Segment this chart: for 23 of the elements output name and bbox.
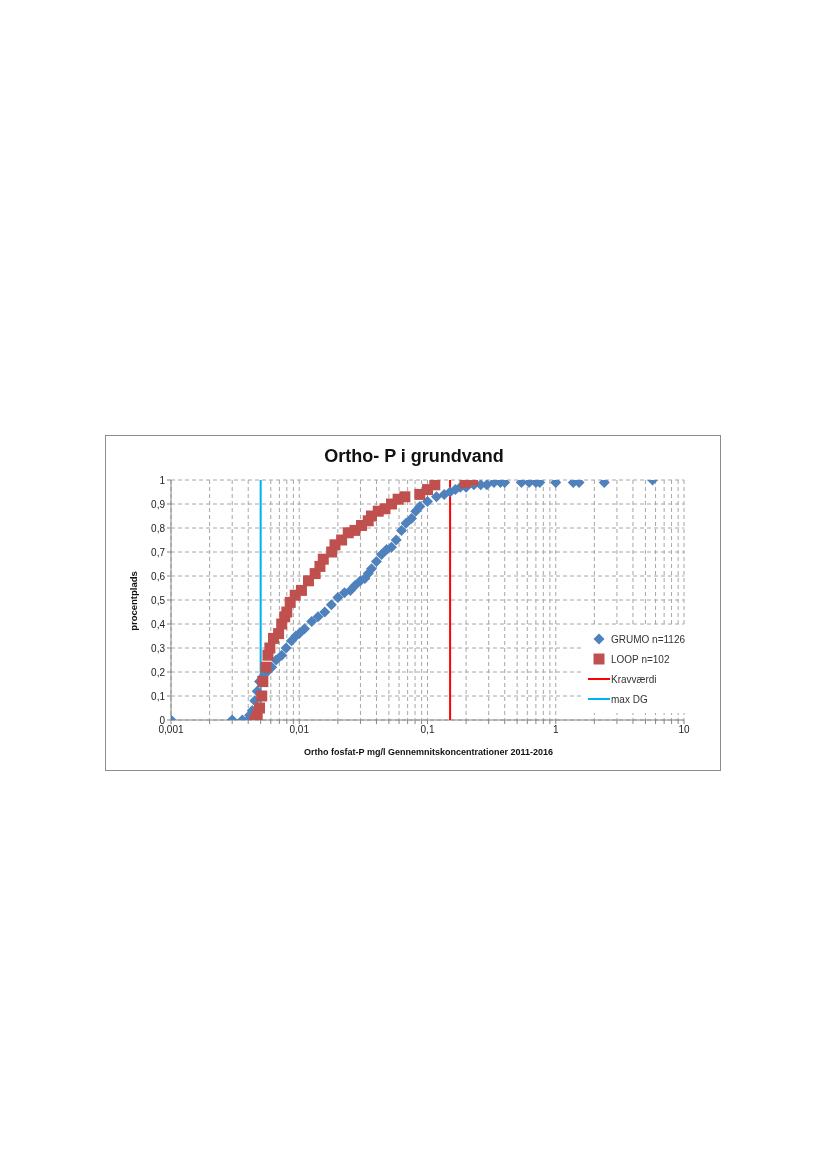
y-tick-label: 0,5 <box>151 594 166 606</box>
x-tick-label: 1 <box>552 724 559 736</box>
y-tick-label: 0,1 <box>151 690 166 702</box>
chart-title: Ortho- P i grundvand <box>323 445 505 468</box>
x-tick-label: 0,1 <box>420 724 435 736</box>
y-tick-label: 0,8 <box>151 522 166 534</box>
legend-label: GRUMO n=1126 <box>611 633 686 645</box>
x-tick-label: 0,001 <box>158 724 184 736</box>
legend-label: Kravværdi <box>611 673 657 685</box>
legend-label: LOOP n=102 <box>611 653 670 665</box>
y-tick-label: 0,3 <box>151 642 166 654</box>
x-axis-title: Ortho fosfat-P mg/l Gennemnitskoncentrationer 2011-2016 <box>303 746 554 759</box>
y-tick-label: 0,7 <box>151 546 166 558</box>
y-axis-title: procentplads <box>127 570 140 633</box>
y-tick-label: 1 <box>159 474 166 486</box>
y-tick-label: 0 <box>159 714 166 726</box>
y-tick-label: 0,9 <box>151 498 166 510</box>
y-tick-label: 0,2 <box>151 666 166 678</box>
x-tick-label: 0,01 <box>289 724 310 736</box>
x-tick-label: 10 <box>678 724 690 736</box>
y-tick-label: 0,4 <box>151 618 166 630</box>
legend-label: max DG <box>611 693 648 705</box>
y-tick-label: 0,6 <box>151 570 166 582</box>
